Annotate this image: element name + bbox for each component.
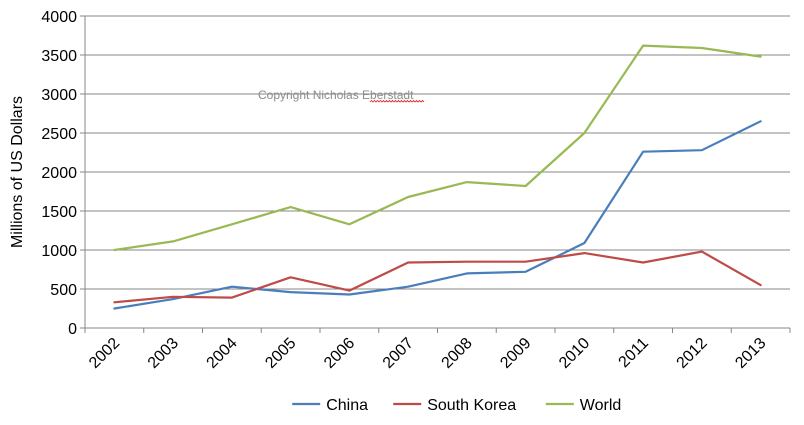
x-tick-label: 2010 (556, 335, 593, 372)
y-tick-label: 500 (50, 282, 77, 299)
x-tick-label: 2013 (732, 335, 769, 372)
gridlines (85, 15, 790, 290)
x-tick-label: 2003 (145, 335, 182, 372)
x-tick-label: 2004 (204, 335, 241, 372)
y-tick-label: 2500 (41, 126, 77, 143)
spellcheck-underline (369, 99, 425, 103)
x-tick-label: 2009 (497, 335, 534, 372)
legend: China South Korea World (292, 397, 621, 414)
x-tick-label: 2005 (262, 335, 299, 372)
x-tick-label: 2006 (321, 335, 358, 372)
x-tick-label: 2011 (616, 335, 652, 371)
y-tick-label: 1500 (41, 204, 77, 221)
y-tick-label: 3500 (41, 48, 77, 65)
y-tick-label: 1000 (41, 243, 77, 260)
tick-labels: 0 500 1000 1500 2000 2500 3000 3500 4000 2002 2003… (41, 9, 769, 372)
x-tick-label: 2012 (674, 335, 711, 372)
x-tick-label: 2007 (380, 335, 417, 372)
series-lines (113, 44, 762, 310)
x-tick-label: 2008 (439, 335, 476, 372)
x-tick-label: 2002 (86, 335, 123, 372)
y-tick-label: 3000 (41, 87, 77, 104)
series-line-china (113, 120, 762, 310)
series-line-world (113, 44, 762, 252)
axes (80, 15, 791, 333)
y-tick-label: 2000 (41, 165, 77, 182)
y-tick-label: 4000 (41, 9, 77, 26)
legend-label-china: China (326, 397, 368, 414)
copyright-annotation: Copyright Nicholas Eberstadt (258, 88, 414, 102)
legend-label-world: World (580, 397, 622, 414)
y-axis-title: Millions of US Dollars (9, 96, 26, 248)
legend-label-south-korea: South Korea (427, 397, 516, 414)
y-tick-label: 0 (68, 321, 77, 338)
series-line-south-korea (113, 250, 762, 304)
